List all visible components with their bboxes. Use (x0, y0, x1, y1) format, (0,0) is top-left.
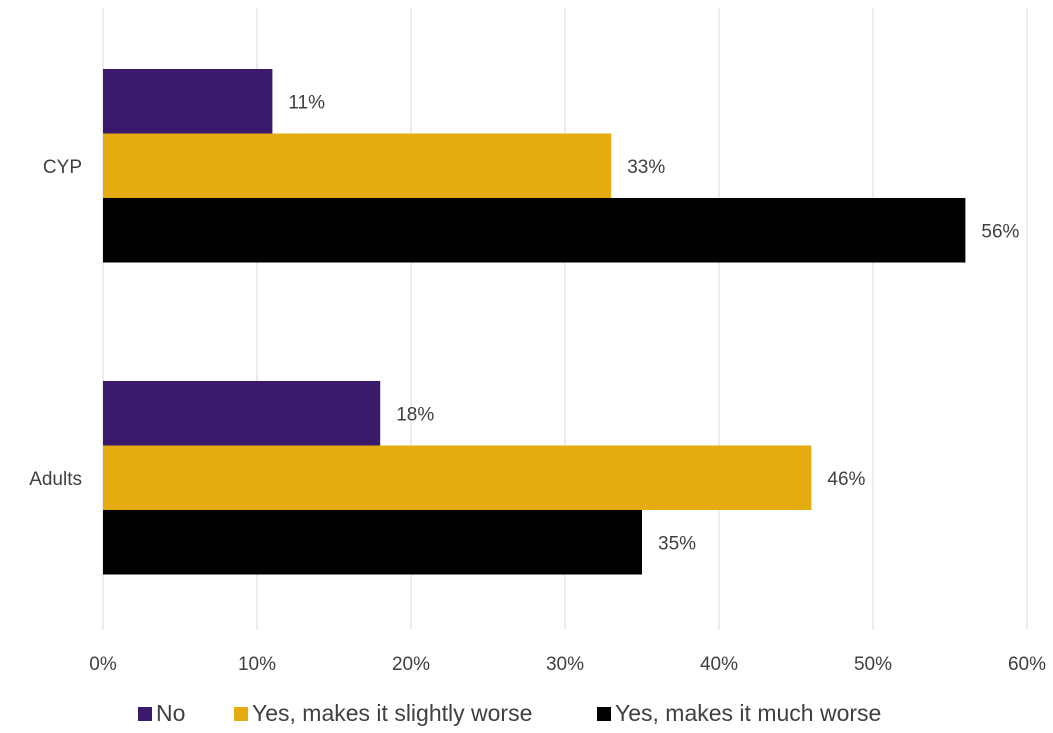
x-tick-label: 20% (392, 654, 430, 675)
bar (103, 198, 966, 263)
legend: No Yes, makes it slightly worse Yes, makes… (138, 700, 881, 726)
x-tick-label: 50% (854, 654, 892, 675)
legend-label: Yes, makes it slightly worse (252, 700, 532, 726)
x-tick-label: 40% (700, 654, 738, 675)
category-label: CYP (43, 157, 82, 178)
data-label: 46% (827, 469, 865, 490)
bars (103, 69, 966, 575)
legend-swatch (138, 707, 152, 721)
x-tick-label: 0% (89, 654, 117, 675)
legend-swatch (234, 707, 248, 721)
legend-label: No (156, 700, 185, 726)
x-tick-label: 10% (238, 654, 276, 675)
x-tick-label: 60% (1008, 654, 1046, 675)
bar (103, 445, 812, 510)
bar (103, 381, 381, 446)
category-label: Adults (29, 469, 82, 490)
legend-swatch (597, 707, 611, 721)
data-label: 35% (658, 533, 696, 554)
bar (103, 69, 273, 134)
data-label: 11% (288, 92, 325, 113)
data-label: 18% (396, 404, 434, 425)
data-labels: 11% 33% 56% 18% 46% 35% (288, 92, 1019, 554)
legend-label: Yes, makes it much worse (615, 700, 881, 726)
bar (103, 510, 642, 575)
data-label: 56% (981, 221, 1019, 242)
x-tick-label: 30% (546, 654, 584, 675)
bar (103, 133, 612, 198)
axes: 0% 10% 20% 30% 40% 50% 60% CYP Adults (29, 157, 1046, 675)
data-label: 33% (627, 157, 665, 178)
